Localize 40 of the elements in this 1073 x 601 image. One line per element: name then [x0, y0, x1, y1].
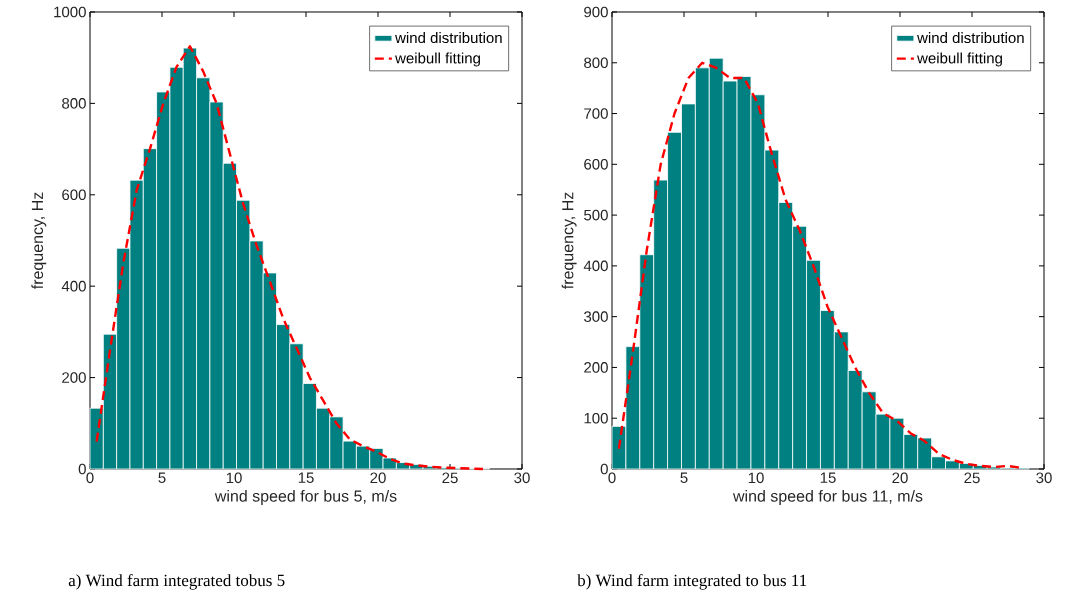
x-tick-label: 30 — [514, 472, 530, 484]
y-tick-label: 500 — [584, 209, 608, 221]
legend-label: wind distribution — [395, 32, 502, 44]
y-tick-label: 700 — [584, 108, 608, 119]
y-tick-label: 400 — [61, 280, 86, 292]
text: a) Wind farm integrated tobus 5 — [68, 574, 285, 590]
text: b) Wind farm integrated to bus 11 — [577, 574, 807, 590]
y-tick-label: 100 — [584, 412, 608, 424]
y-tick-label: 800 — [62, 98, 86, 109]
x-tick-label: 10 — [226, 472, 242, 484]
y-tick-label: 0 — [78, 463, 86, 475]
y-axis-title: frequency, Hz — [561, 192, 577, 290]
x-tick-label: 20 — [370, 472, 386, 484]
y-tick-label: 200 — [62, 372, 86, 383]
legend-label: weibull fitting — [395, 52, 480, 67]
y-tick-label: 400 — [583, 260, 608, 272]
x-tick-label: 5 — [158, 472, 166, 483]
legend-label: wind distribution — [917, 32, 1024, 44]
x-tick-label: 15 — [820, 472, 836, 483]
y-tick-label: 1000 — [54, 6, 86, 18]
x-tick-label: 25 — [442, 472, 458, 484]
y-tick-label: 600 — [62, 189, 86, 201]
y-tick-label: 0 — [600, 463, 608, 475]
x-tick-label: 10 — [748, 472, 764, 484]
y-tick-label: 200 — [584, 362, 608, 373]
y-axis-title: frequency, Hz — [31, 192, 47, 290]
x-tick-label: 30 — [1036, 472, 1052, 484]
y-tick-label: 900 — [584, 6, 608, 18]
x-tick-label: 5 — [680, 472, 688, 483]
x-tick-label: 20 — [892, 472, 908, 484]
x-axis-title: wind speed for bus 5, m/s — [214, 490, 397, 505]
y-tick-label: 300 — [584, 311, 608, 322]
x-tick-label: 25 — [964, 472, 980, 484]
x-tick-label: 0 — [86, 472, 94, 484]
x-axis-title: wind speed for bus 11, m/s — [732, 490, 923, 505]
y-tick-label: 800 — [584, 57, 608, 69]
x-tick-label: 0 — [608, 472, 616, 484]
x-tick-label: 15 — [298, 472, 314, 483]
y-tick-label: 600 — [584, 159, 608, 170]
legend-label: weibull fitting — [917, 52, 1002, 67]
